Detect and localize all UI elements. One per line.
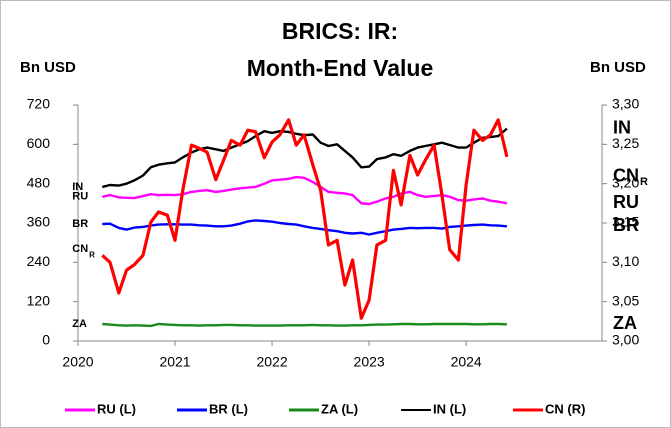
series-label-right: CN <box>613 166 639 186</box>
legend-label: IN (L) <box>433 401 466 416</box>
x-tick-label: 2020 <box>62 354 93 370</box>
legend-label: CN (R) <box>545 401 585 416</box>
x-tick-label: 2023 <box>354 354 385 370</box>
series-label-left: RU <box>72 191 88 203</box>
x-tick-label: 2022 <box>256 354 287 370</box>
series-label-sub: R <box>89 250 95 259</box>
y-tick-label: 360 <box>27 214 51 230</box>
y2-tick-label: 3,25 <box>612 135 639 151</box>
y2-tick-label: 3,00 <box>612 332 639 348</box>
series-line <box>101 118 509 320</box>
y-tick-label: 720 <box>27 96 51 112</box>
x-tick-label: 2024 <box>451 354 482 370</box>
series-label-left: IN <box>72 181 83 193</box>
y2-axis-label: Bn USD <box>590 59 646 76</box>
series-label-sub: R <box>640 176 648 188</box>
y-axis-label: Bn USD <box>20 59 76 76</box>
y-tick-label: 480 <box>27 174 51 190</box>
legend-label: BR (L) <box>209 401 248 416</box>
chart-title: BRICS: IR: <box>282 18 398 44</box>
series-label-right: ZA <box>613 313 637 333</box>
series-line <box>102 175 508 206</box>
series-label-right: BR <box>613 215 639 235</box>
y2-tick-label: 3,30 <box>612 96 639 112</box>
series-label-left: BR <box>72 218 88 230</box>
series-label-left: CN <box>72 243 88 255</box>
y-tick-label: 600 <box>27 135 51 151</box>
y2-tick-label: 3,10 <box>612 253 639 269</box>
series-line <box>102 322 507 328</box>
series-label-right: RU <box>613 192 639 212</box>
series-label-right: IN <box>613 117 631 137</box>
y-tick-label: 120 <box>27 292 51 308</box>
chart-title: Month-End Value <box>247 55 434 81</box>
y-tick-label: 240 <box>27 253 51 269</box>
x-tick-label: 2021 <box>159 354 190 370</box>
y2-tick-label: 3,20 <box>612 174 639 190</box>
series-label-left: ZA <box>72 318 87 330</box>
y2-tick-label: 3,15 <box>612 214 639 230</box>
y-tick-label: 0 <box>42 332 50 348</box>
legend-label: RU (L) <box>97 401 136 416</box>
y2-tick-label: 3,05 <box>612 292 639 308</box>
legend-label: ZA (L) <box>321 401 358 416</box>
